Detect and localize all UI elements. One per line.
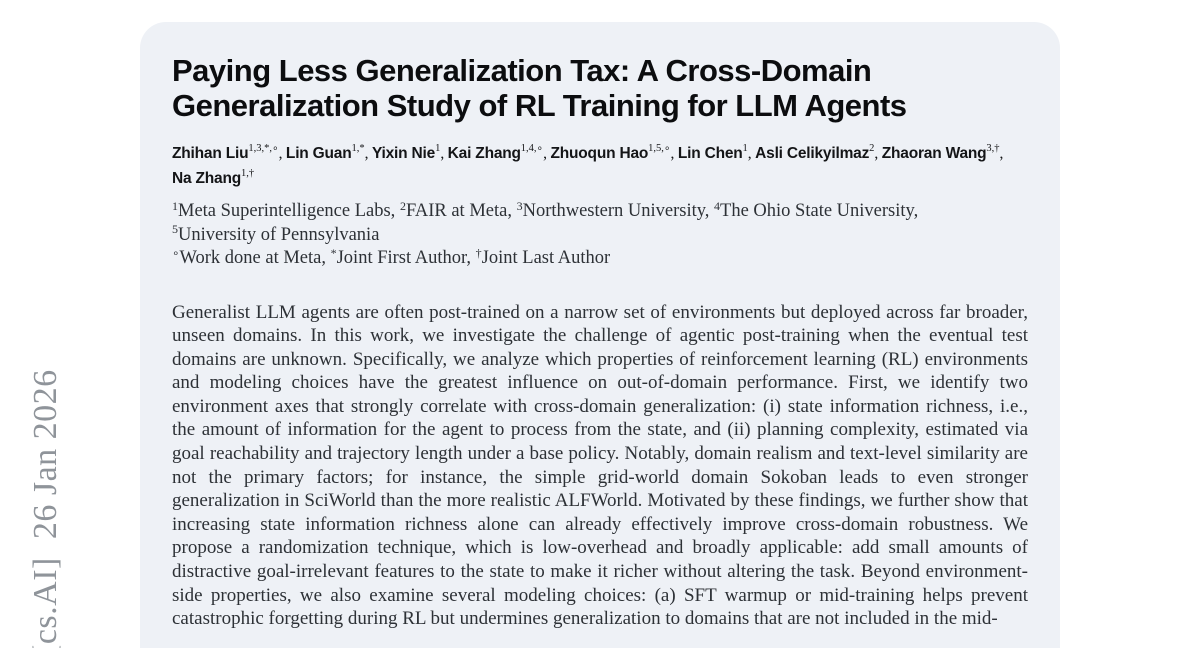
paper-title: Paying Less Generalization Tax: A Cross-… xyxy=(172,53,1028,123)
author-separator: , xyxy=(364,145,372,162)
author-name: Lin Guan1,* xyxy=(285,142,365,162)
author-superscript: 1,† xyxy=(241,167,255,179)
affiliation-superscript: 4 xyxy=(714,198,721,213)
affiliation-line: 5University of Pennsylvania xyxy=(172,222,380,245)
affiliation-superscript: * xyxy=(330,245,337,260)
author-name: Zhuoqun Hao1,5,∘ xyxy=(550,142,671,162)
author-separator: , xyxy=(670,145,678,162)
abstract-text: Generalist LLM agents are often post-tra… xyxy=(172,301,1028,630)
author-superscript: 1,* xyxy=(351,142,365,154)
author-superscript: 1 xyxy=(742,142,748,154)
affiliation-superscript: † xyxy=(475,245,482,260)
affiliation-superscript: ∘ xyxy=(172,245,180,260)
author-superscript: 1,5,∘ xyxy=(648,142,671,154)
author-name: Kai Zhang1,4,∘ xyxy=(447,142,544,162)
affiliations: 1Meta Superintelligence Labs, 2FAIR at M… xyxy=(172,200,1028,271)
author-superscript: 1,4,∘ xyxy=(520,142,544,154)
arxiv-watermark: [cs.AI] 26 Jan 2026 xyxy=(27,369,64,648)
author-separator: , xyxy=(278,145,286,162)
author-name: Zhihan Liu1,3,*,∘ xyxy=(172,142,279,162)
author-name: Na Zhang1,† xyxy=(172,167,255,187)
author-name: Asli Celikyilmaz2 xyxy=(755,142,875,162)
author-separator: , xyxy=(543,145,551,162)
title-line-2: Generalization Study of RL Training for … xyxy=(172,88,907,123)
author-separator: , xyxy=(874,145,882,162)
affiliation-superscript: 2 xyxy=(399,198,406,213)
affiliation-superscript: 3 xyxy=(516,198,523,213)
author-separator: , xyxy=(999,145,1004,162)
paper-card: Paying Less Generalization Tax: A Cross-… xyxy=(140,22,1060,648)
author-name: Lin Chen1 xyxy=(677,142,748,162)
author-name: Yixin Nie1 xyxy=(371,142,441,162)
affiliation-superscript: 1 xyxy=(172,198,178,213)
author-separator: , xyxy=(440,145,448,162)
author-superscript: 1 xyxy=(435,142,441,154)
affiliation-superscript: 5 xyxy=(172,222,178,237)
author-superscript: 3,† xyxy=(986,142,1000,154)
affiliation-line: ∘Work done at Meta, *Joint First Author,… xyxy=(172,245,611,268)
author-name: Zhaoran Wang3,† xyxy=(881,142,1000,162)
author-superscript: 1,3,*,∘ xyxy=(248,142,279,154)
author-separator: , xyxy=(747,145,756,162)
affiliation-line: 1Meta Superintelligence Labs, 2FAIR at M… xyxy=(172,198,919,221)
author-list: Zhihan Liu1,3,*,∘, Lin Guan1,*, Yixin Ni… xyxy=(172,141,1028,191)
author-superscript: 2 xyxy=(869,142,875,154)
title-line-1: Paying Less Generalization Tax: A Cross-… xyxy=(172,53,872,88)
